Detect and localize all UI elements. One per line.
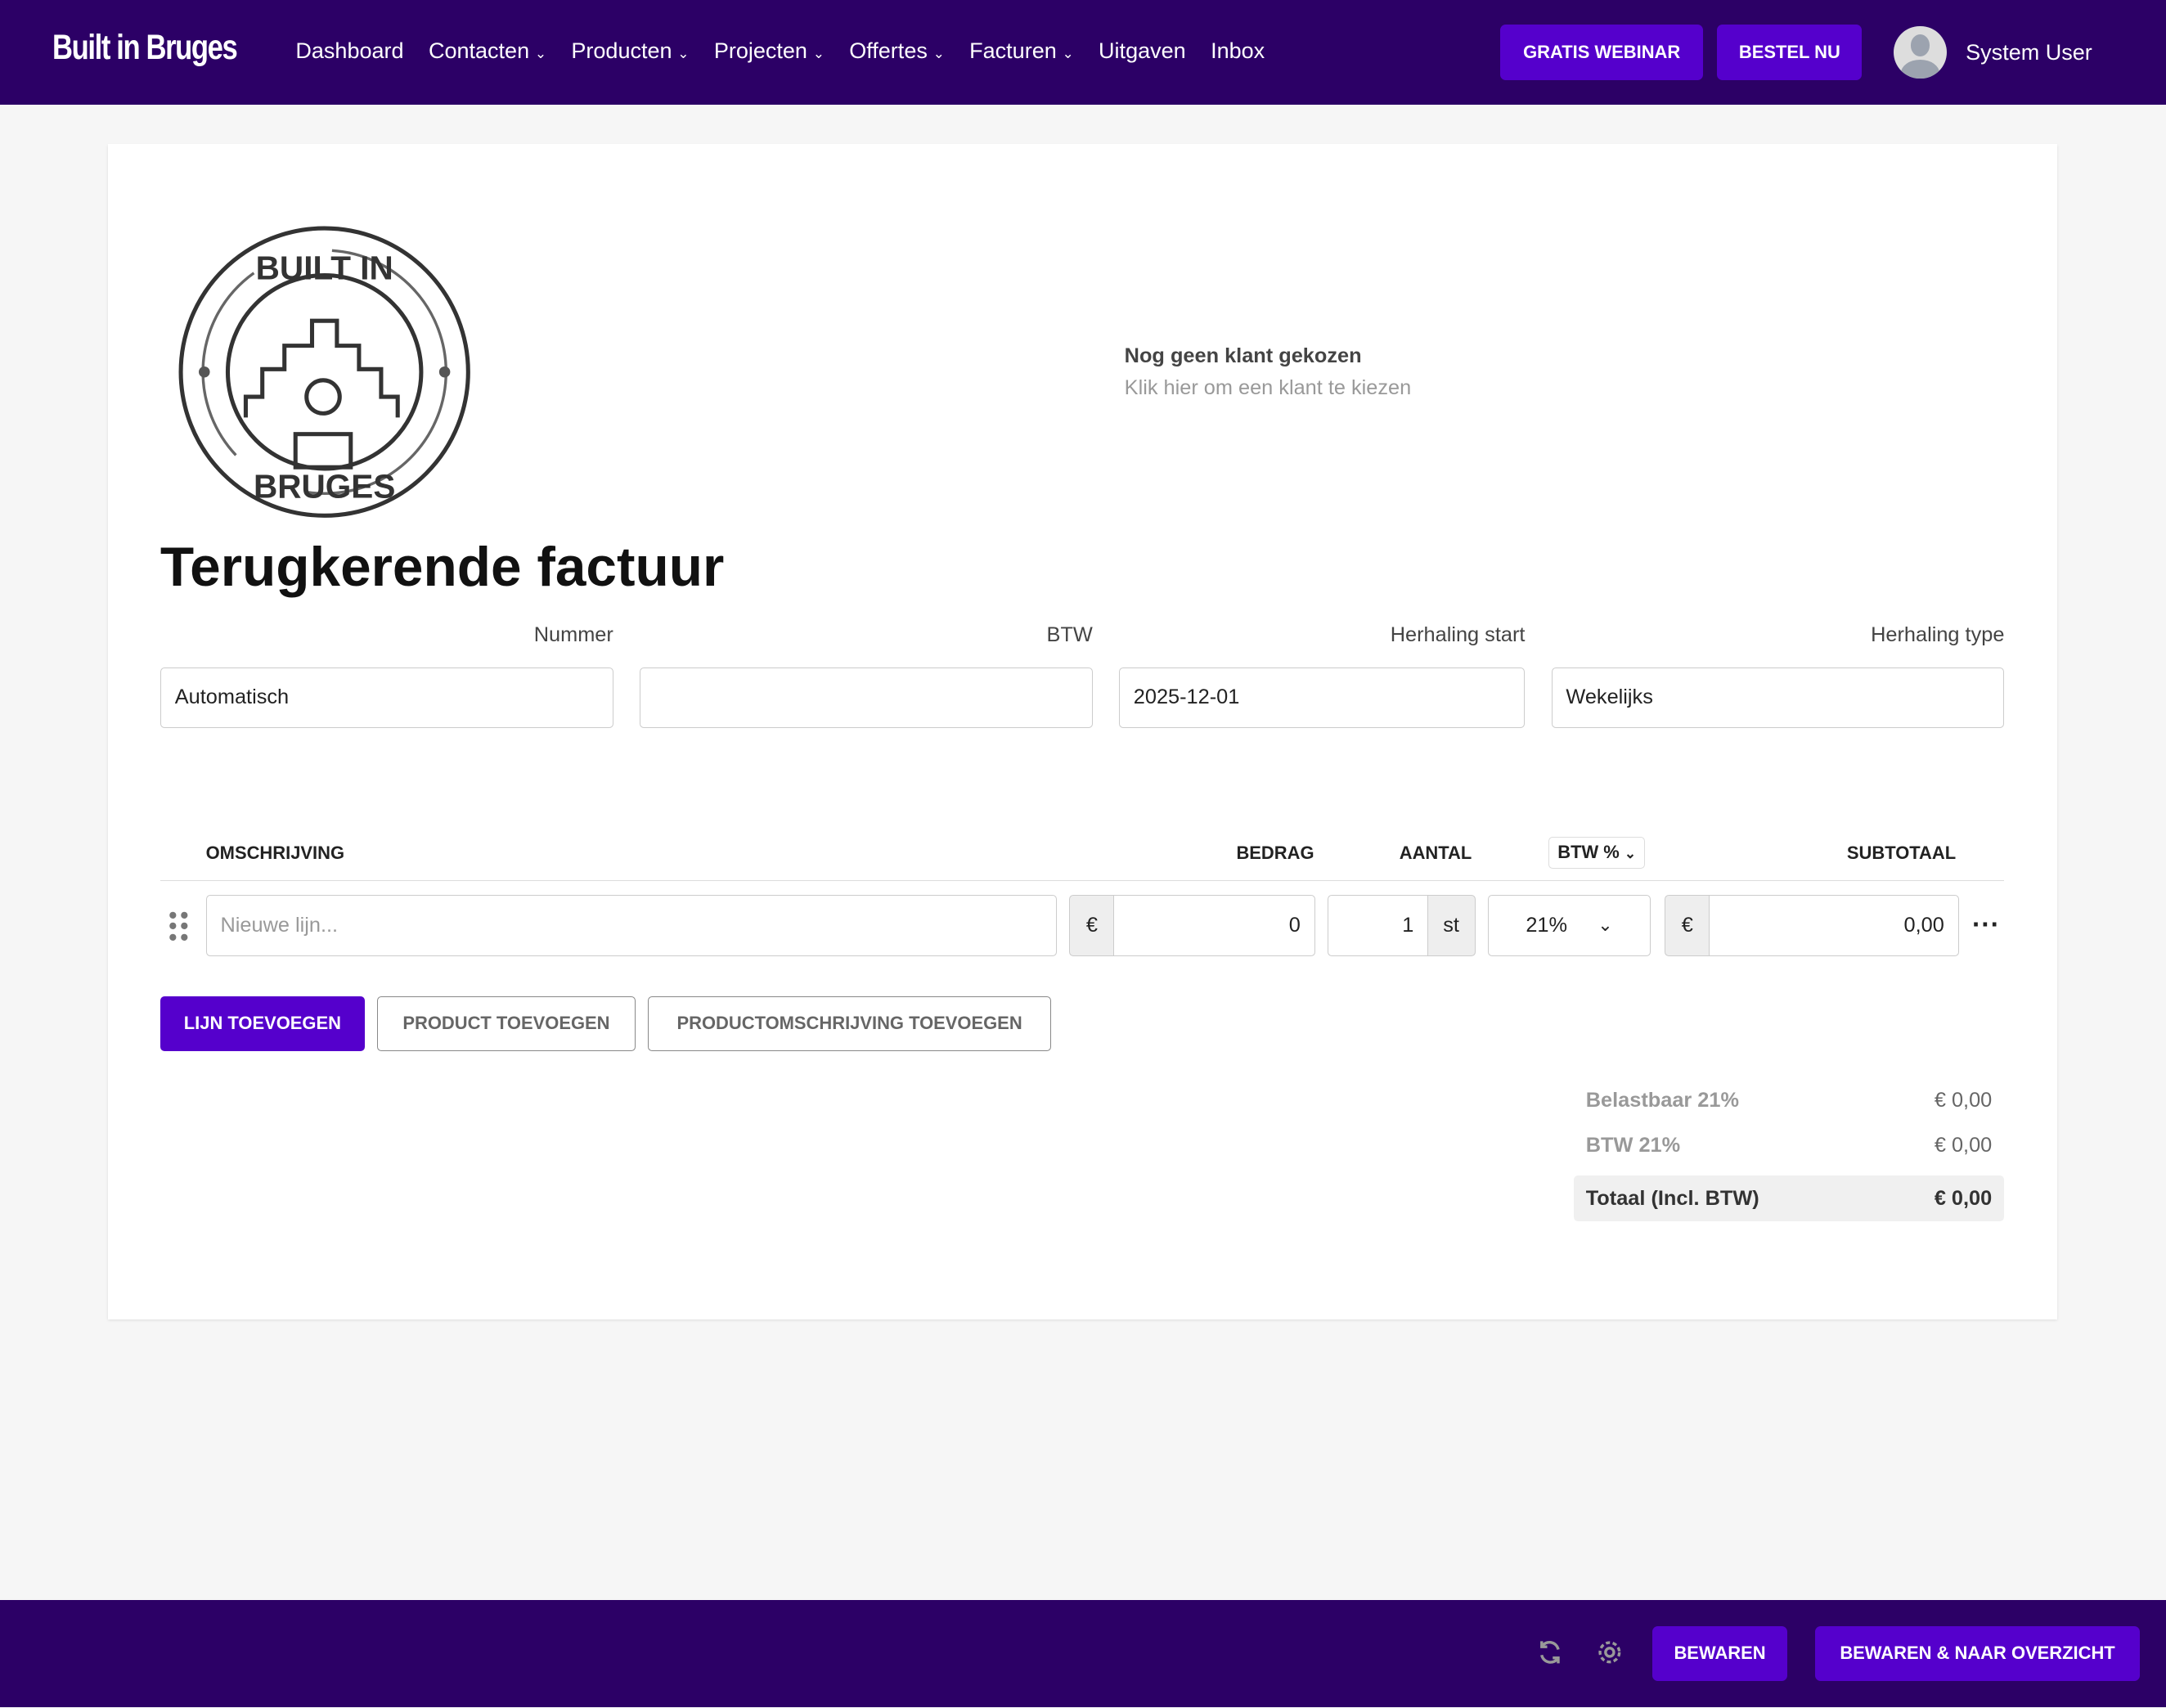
number-input[interactable]: Automatisch — [160, 667, 613, 728]
header-amount: BEDRAG — [1236, 843, 1314, 864]
add-line-button[interactable]: LIJN TOEVOEGEN — [160, 996, 365, 1052]
webinar-button[interactable]: GRATIS WEBINAR — [1500, 25, 1704, 80]
chevron-down-icon: ⌄ — [534, 46, 546, 62]
gear-icon[interactable] — [1596, 1638, 1624, 1666]
number-label: Nummer — [533, 623, 613, 646]
vat-input[interactable] — [639, 667, 1093, 728]
chevron-down-icon: ⌄ — [1062, 46, 1074, 62]
nav-projecten[interactable]: Projecten ⌄ — [714, 38, 825, 64]
recurrence-type-select[interactable]: Wekelijks — [1551, 667, 2005, 728]
brand-logo[interactable]: Built in Bruges — [52, 27, 238, 66]
divider — [160, 879, 2005, 881]
nav-label: Contacten — [428, 38, 530, 64]
nav-inbox[interactable]: Inbox — [1211, 38, 1265, 64]
type-label: Herhaling type — [1871, 623, 2005, 646]
chevron-down-icon: ⌄ — [812, 46, 825, 62]
taxable-value: € 0,00 — [1934, 1088, 1993, 1112]
nav-label: Facturen — [969, 38, 1057, 64]
user-name: System User — [1966, 39, 2092, 65]
save-button[interactable]: BEWAREN — [1651, 1625, 1788, 1682]
header-subtotal: SUBTOTAAL — [1846, 843, 1957, 864]
vat-label: BTW — [1046, 623, 1093, 646]
vat-total-label: BTW 21% — [1585, 1134, 1681, 1157]
nav-label: Projecten — [713, 38, 807, 64]
add-product-button[interactable]: PRODUCT TOEVOEGEN — [377, 996, 636, 1052]
header-vat-dropdown[interactable]: BTW % ⌄ — [1548, 837, 1646, 869]
nav-label: Dashboard — [295, 38, 404, 64]
avatar — [1894, 26, 1947, 79]
add-product-description-button[interactable]: PRODUCTOMSCHRIJVING TOEVOEGEN — [648, 996, 1052, 1052]
chevron-down-icon: ⌄ — [1598, 915, 1613, 936]
start-label: Herhaling start — [1390, 623, 1526, 646]
nav-dashboard[interactable]: Dashboard — [295, 38, 403, 64]
taxable-label: Belastbaar 21% — [1585, 1088, 1739, 1112]
top-nav: Built in Bruges Dashboard Contacten ⌄ Pro… — [0, 0, 2166, 106]
refresh-icon[interactable] — [1536, 1638, 1564, 1666]
client-picker[interactable]: Nog geen klant gekozen Klik hier om een … — [1125, 344, 1412, 400]
chevron-down-icon: ⌄ — [677, 46, 690, 62]
client-title: Nog geen klant gekozen — [1124, 344, 1362, 367]
header-quantity: AANTAL — [1399, 843, 1472, 864]
chevron-down-icon: ⌄ — [932, 46, 945, 62]
header-description: OMSCHRIJVING — [205, 843, 345, 864]
quantity-input[interactable]: 1 — [1327, 895, 1429, 956]
grand-total-row: Totaal (Incl. BTW) € 0,00 — [1573, 1175, 2005, 1221]
nav-label: Offertes — [849, 38, 928, 64]
grand-total-value: € 0,00 — [1934, 1186, 1993, 1210]
company-logo: BUILT IN BRUGES — [178, 226, 471, 518]
nav-contacten[interactable]: Contacten ⌄ — [429, 38, 546, 64]
start-date-input[interactable]: 2025-12-01 — [1118, 667, 1526, 728]
save-and-overview-button[interactable]: BEWAREN & NAAR OVERZICHT — [1815, 1625, 2140, 1682]
client-hint: Klik hier om een klant te kiezen — [1124, 375, 1412, 399]
unit-addon: st — [1427, 895, 1476, 956]
logo-text-bottom: BRUGES — [254, 467, 395, 505]
vat-total-value: € 0,00 — [1934, 1134, 1993, 1157]
action-footer: BEWAREN BEWAREN & NAAR OVERZICHT — [0, 1599, 2166, 1708]
nav-producten[interactable]: Producten ⌄ — [571, 38, 689, 64]
nav-offertes[interactable]: Offertes ⌄ — [849, 38, 945, 64]
currency-addon: € — [1664, 895, 1710, 956]
drag-handle-icon[interactable]: •• •• •• — [169, 901, 192, 951]
user-menu[interactable]: System User — [1894, 26, 2092, 79]
header-vat-label: BTW % — [1557, 842, 1620, 863]
chevron-down-icon: ⌄ — [1624, 846, 1637, 862]
nav-uitgaven[interactable]: Uitgaven — [1099, 38, 1186, 64]
line-description-input[interactable]: Nieuwe lijn... — [205, 895, 1057, 956]
amount-input[interactable]: 0 — [1113, 895, 1315, 956]
more-options-icon[interactable]: ⋯ — [1971, 908, 1999, 940]
nav-label: Inbox — [1211, 38, 1265, 64]
order-button[interactable]: BESTEL NU — [1717, 25, 1863, 80]
vat-rate-value: 21% — [1526, 913, 1568, 937]
page-title: Terugkerende factuur — [160, 537, 725, 599]
vat-rate-select[interactable]: 21% ⌄ — [1487, 895, 1651, 956]
nav-label: Uitgaven — [1099, 38, 1186, 64]
currency-addon: € — [1069, 895, 1115, 956]
logo-text-top: BUILT IN — [256, 249, 393, 286]
invoice-card: BUILT IN BRUGES Nog geen klant gekozen K… — [107, 143, 2057, 1319]
nav-facturen[interactable]: Facturen ⌄ — [969, 38, 1074, 64]
nav-label: Producten — [571, 38, 672, 64]
grand-total-label: Totaal (Incl. BTW) — [1585, 1186, 1759, 1210]
subtotal-field: 0,00 — [1709, 895, 1959, 956]
